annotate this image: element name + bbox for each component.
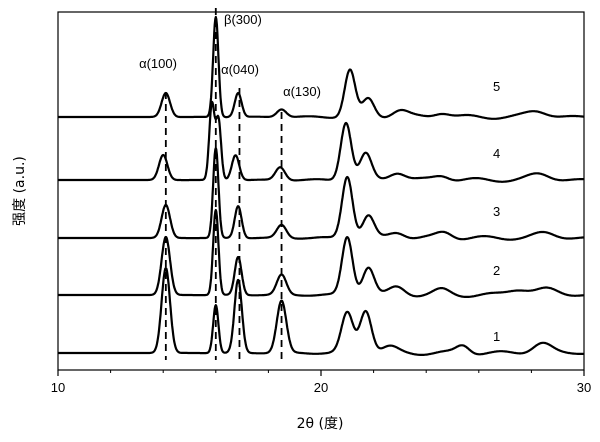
xrd-curve-3 bbox=[57, 146, 585, 241]
x-tick-label-2: 30 bbox=[577, 380, 591, 395]
x-tick-label-0: 10 bbox=[51, 380, 65, 395]
series-labels: 1 2 3 4 5 bbox=[493, 79, 500, 344]
x-tick-label-1: 20 bbox=[314, 380, 328, 395]
curves-group bbox=[57, 15, 585, 356]
plot-frame bbox=[57, 11, 585, 371]
series-label-3: 3 bbox=[493, 204, 500, 219]
series-label-1: 1 bbox=[493, 329, 500, 344]
annotations: α(100) β(300) α(040) α(130) bbox=[139, 12, 321, 99]
xrd-curve-5 bbox=[57, 15, 585, 120]
peak-annotation-0: α(100) bbox=[139, 56, 177, 71]
peak-annotation-3: α(130) bbox=[283, 84, 321, 99]
xrd-curve-4 bbox=[57, 100, 585, 183]
x-axis-title: 2θ (度) bbox=[297, 416, 344, 432]
xrd-curve-1 bbox=[57, 266, 585, 356]
series-label-5: 5 bbox=[493, 79, 500, 94]
xrd-curve-2 bbox=[57, 208, 585, 298]
reference-lines bbox=[164, 8, 283, 360]
x-ticks: 10 20 30 bbox=[51, 370, 591, 395]
axes bbox=[57, 11, 585, 371]
y-axis-title: 强度 (a.u.) bbox=[12, 156, 28, 226]
peak-annotation-1: β(300) bbox=[224, 12, 262, 27]
series-label-4: 4 bbox=[493, 146, 500, 161]
peak-annotation-2: α(040) bbox=[221, 62, 259, 77]
series-label-2: 2 bbox=[493, 263, 500, 278]
